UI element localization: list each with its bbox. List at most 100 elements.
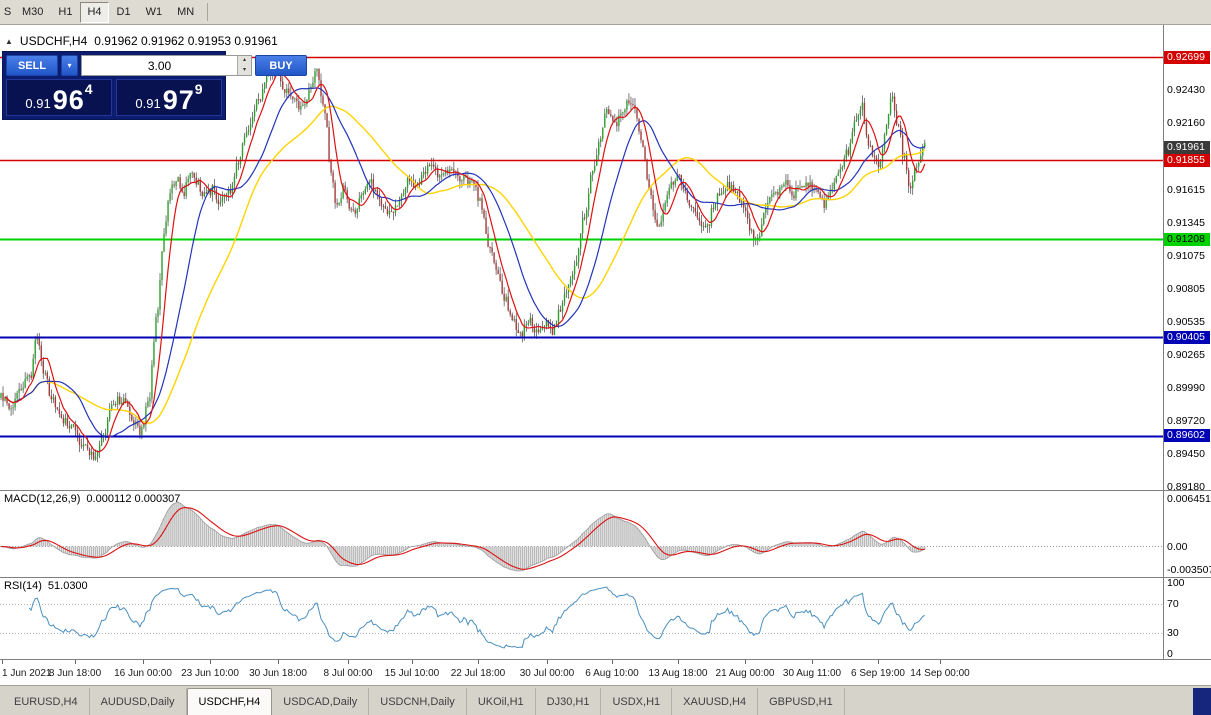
chart-title: ▲ USDCHF,H4 0.91962 0.91962 0.91953 0.91… [5, 34, 278, 48]
tab-audusd-daily[interactable]: AUDUSD,Daily [90, 688, 187, 715]
timeframe-d1[interactable]: D1 [116, 6, 131, 18]
price-tick: 0.89990 [1167, 382, 1205, 395]
main-plot-area[interactable]: ▲ USDCHF,H4 0.91962 0.91962 0.91953 0.91… [0, 25, 1163, 490]
tab-usdcad-daily[interactable]: USDCAD,Daily [272, 688, 370, 715]
macd-axis[interactable]: 0.006451 0.00 -0.003507 [1163, 491, 1211, 577]
buy-button[interactable]: BUY [255, 55, 307, 76]
chart-tab-bar: EURUSD,H4 AUDUSD,Daily USDCHF,H4 USDCAD,Dai… [0, 686, 1211, 715]
macd-axis-tick: 0.00 [1167, 540, 1188, 553]
tab-xauusd-h4[interactable]: XAUUSD,H4 [672, 688, 759, 715]
time-label: 23 Jun 10:00 [181, 668, 239, 679]
time-tick [75, 660, 76, 664]
price-tick: 0.91345 [1167, 216, 1205, 229]
time-tick [412, 660, 413, 664]
rsi-panel: RSI(14) 51.0300 100 70 30 0 [0, 577, 1211, 660]
trade-controls-row: SELL ▾ ▴ ▾ BUY [6, 55, 307, 76]
price-tick: 0.90535 [1167, 315, 1205, 328]
sell-price-prefix: 0.91 [25, 96, 51, 111]
time-label: 30 Jun 18:00 [249, 668, 307, 679]
time-label: 6 Sep 19:00 [851, 668, 905, 679]
tab-usdchf-h4[interactable]: USDCHF,H4 [186, 688, 273, 715]
timeframe-h1[interactable]: H1 [58, 6, 73, 18]
sell-price-display[interactable]: 0.91 96 4 [6, 79, 112, 116]
rsi-label: RSI(14) 51.0300 [4, 580, 88, 592]
rsi-plot-area[interactable]: RSI(14) 51.0300 [0, 578, 1163, 659]
macd-plot-area[interactable]: MACD(12,26,9) 0.000112 0.000307 [0, 491, 1163, 577]
tab-ukoil-h1[interactable]: UKOil,H1 [467, 688, 536, 715]
time-label: 8 Jul 00:00 [323, 668, 373, 679]
timeframe-toolbar: S M30 H1 H4 D1 W1 MN [0, 0, 1211, 25]
sell-price-sup: 4 [84, 81, 93, 97]
time-label: 8 Jun 18:00 [48, 668, 102, 679]
time-tick [348, 660, 349, 664]
tab-gbpusd-h1[interactable]: GBPUSD,H1 [758, 688, 845, 715]
time-tick [2, 660, 3, 664]
price-tick: 0.92430 [1167, 83, 1205, 96]
price-tick: 0.89450 [1167, 448, 1205, 461]
time-tick [878, 660, 879, 664]
time-tick [940, 660, 941, 664]
timeframe-s[interactable]: S [3, 6, 12, 18]
macd-axis-tick: 0.006451 [1167, 493, 1211, 505]
time-tick [143, 660, 144, 664]
macd-chart[interactable] [0, 491, 1163, 577]
volume-input[interactable] [82, 56, 237, 75]
time-tick [612, 660, 613, 664]
tab-dj30-h1[interactable]: DJ30,H1 [536, 688, 602, 715]
time-tick [278, 660, 279, 664]
rsi-axis-tick: 100 [1167, 577, 1185, 589]
timeframe-m30[interactable]: M30 [22, 6, 44, 18]
buy-price-prefix: 0.91 [135, 96, 161, 111]
time-label: 1 Jun 2021 [2, 668, 52, 679]
macd-label: MACD(12,26,9) 0.000112 0.000307 [4, 493, 181, 505]
macd-panel: MACD(12,26,9) 0.000112 0.000307 0.006451 0… [0, 491, 1211, 578]
level-price-marker: 0.90405 [1164, 330, 1210, 344]
volume-field: ▴ ▾ [81, 55, 252, 76]
collapse-arrow-icon[interactable]: ▲ [5, 36, 13, 46]
tab-usdx-h1[interactable]: USDX,H1 [601, 688, 673, 715]
level-price-marker: 0.89602 [1164, 429, 1210, 442]
main-chart-panel: ▲ USDCHF,H4 0.91962 0.91962 0.91953 0.91… [0, 25, 1211, 494]
toolbar-separator [207, 3, 209, 21]
order-type-dropdown[interactable]: ▾ [61, 55, 78, 76]
time-label: 6 Aug 10:00 [585, 668, 639, 679]
time-label: 15 Jul 10:00 [384, 668, 440, 679]
rsi-chart[interactable] [0, 578, 1163, 659]
buy-price-display[interactable]: 0.91 97 9 [116, 79, 222, 116]
chart-ohlc: 0.91962 0.91962 0.91953 0.91961 [94, 34, 278, 48]
bid-price-marker: 0.91961 [1164, 140, 1210, 154]
timeframe-w1[interactable]: W1 [145, 6, 163, 18]
time-axis[interactable]: 1 Jun 2021 8 Jun 18:00 16 Jun 00:00 23 Jun … [0, 660, 1211, 686]
time-label: 30 Jul 00:00 [519, 668, 575, 679]
rsi-axis[interactable]: 100 70 30 0 [1163, 577, 1211, 660]
time-tick [678, 660, 679, 664]
level-price-marker: 0.91208 [1164, 232, 1210, 246]
timeframe-mn[interactable]: MN [177, 6, 195, 18]
price-tick: 0.91615 [1167, 183, 1205, 196]
sell-price-big: 96 [52, 85, 85, 115]
rsi-axis-tick: 70 [1167, 598, 1179, 611]
price-tick: 0.91075 [1167, 249, 1205, 262]
time-label: 22 Jul 18:00 [450, 668, 506, 679]
spinner-down-icon[interactable]: ▾ [242, 66, 246, 73]
tab-usdcnh-daily[interactable]: USDCNH,Daily [369, 688, 467, 715]
time-label: 16 Jun 00:00 [114, 668, 172, 679]
time-tick [478, 660, 479, 664]
time-tick [745, 660, 746, 664]
price-axis[interactable]: 0.92430 0.92160 0.91615 0.91345 0.91075 0.908… [1163, 25, 1211, 494]
sell-button[interactable]: SELL [6, 55, 58, 76]
window-corner-grip[interactable] [1193, 688, 1211, 715]
timeframe-h4[interactable]: H4 [80, 1, 109, 23]
time-tick [210, 660, 211, 664]
price-tick: 0.90805 [1167, 282, 1205, 295]
time-label: 13 Aug 18:00 [648, 668, 708, 679]
macd-axis-tick: -0.003507 [1167, 564, 1211, 576]
trade-prices-row: 0.91 96 4 0.91 97 9 [6, 79, 222, 116]
chart-symbol: USDCHF,H4 [19, 34, 88, 48]
price-tick: 0.89720 [1167, 415, 1205, 428]
price-tick: 0.89180 [1167, 481, 1205, 494]
tab-eurusd-h4[interactable]: EURUSD,H4 [3, 688, 90, 715]
spinner-up-icon[interactable]: ▴ [242, 57, 246, 63]
